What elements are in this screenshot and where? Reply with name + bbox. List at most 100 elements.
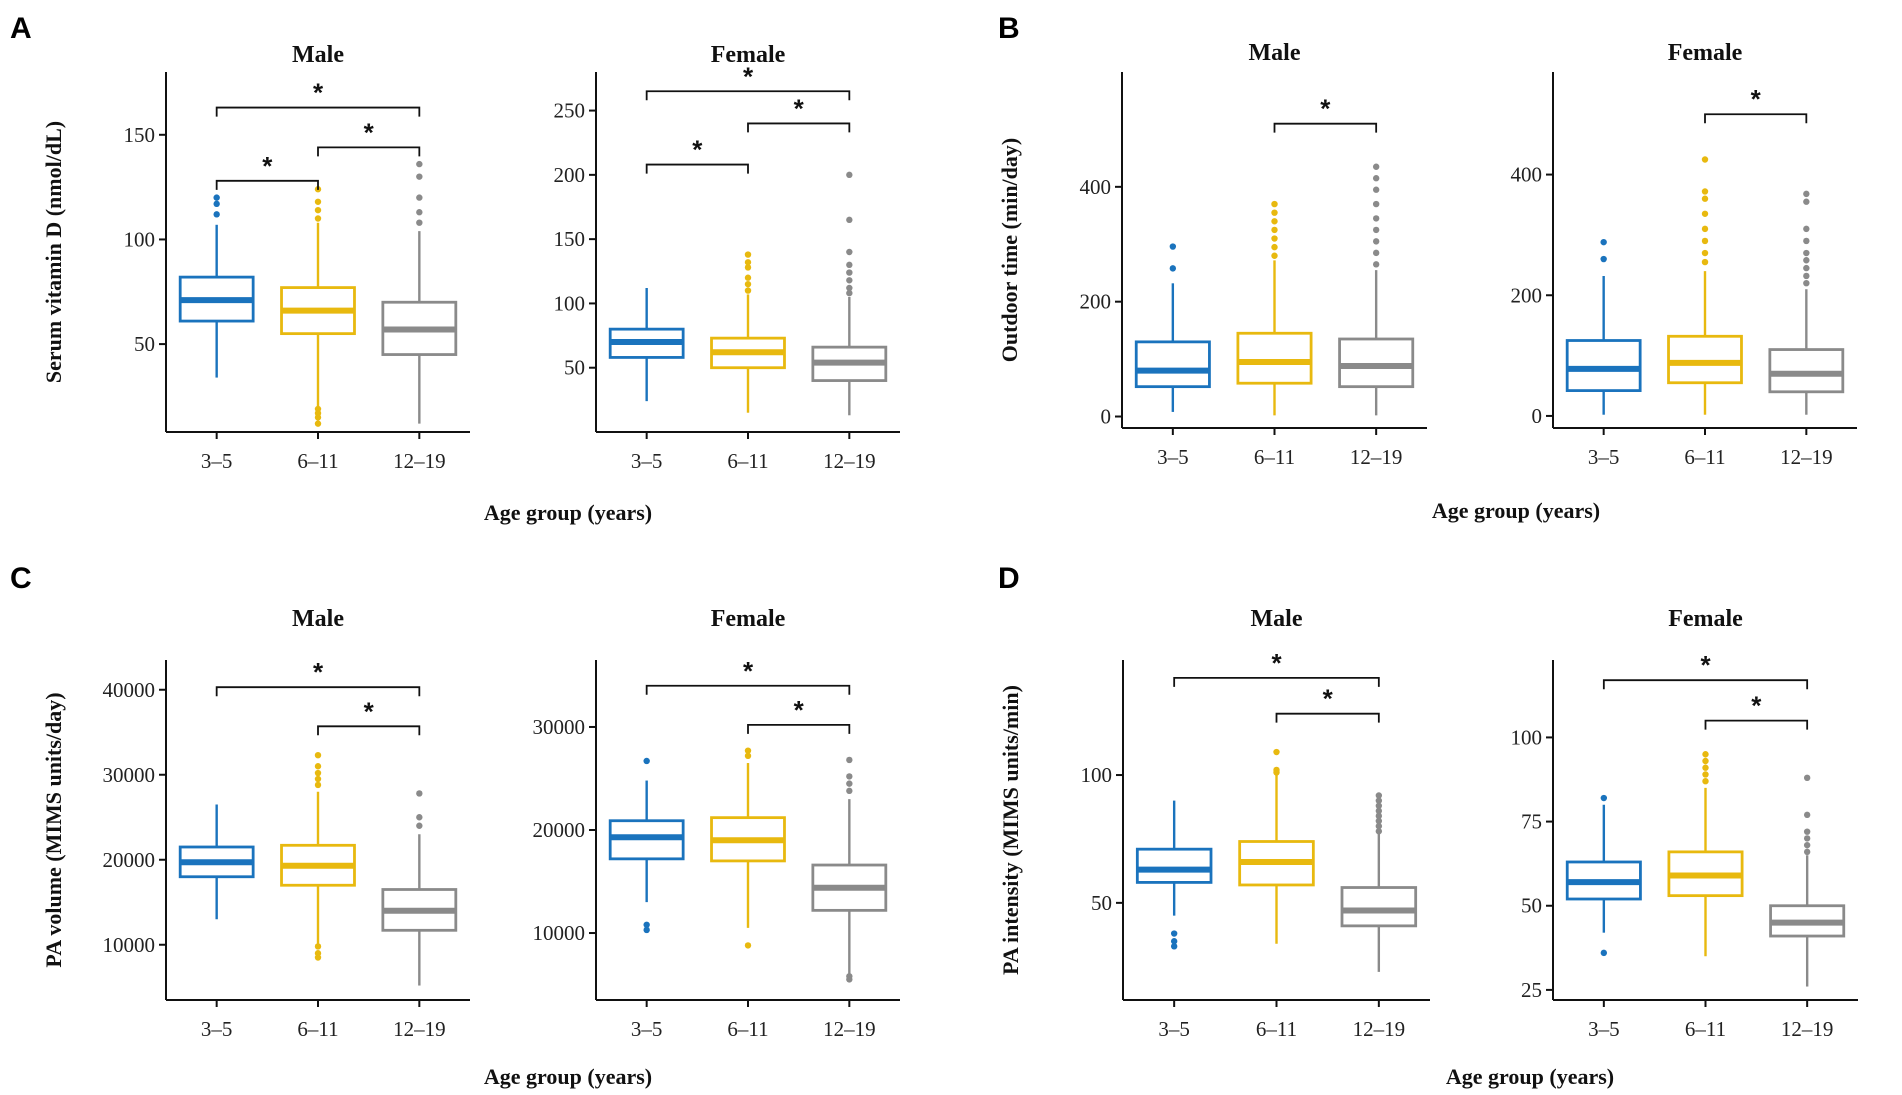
box-iqr (1768, 348, 1845, 394)
outlier-point (314, 752, 322, 759)
outlier-point (1803, 237, 1810, 245)
significance-bracket: * (215, 151, 319, 190)
significance-star: * (1751, 84, 1762, 114)
y-tick-label: 50 (1521, 894, 1542, 918)
significance-star: * (743, 61, 754, 91)
significance-star: * (262, 151, 273, 181)
significance-star: * (1320, 94, 1331, 124)
outlier-point (643, 921, 650, 928)
bracket-line (1704, 113, 1808, 124)
x-tick-label: 12–19 (823, 449, 876, 473)
outlier-point (1701, 249, 1709, 257)
box-6–11 (1667, 156, 1743, 415)
x-tick-label: 12–19 (823, 1017, 876, 1041)
outlier-point (1701, 210, 1709, 217)
outlier-point (1600, 949, 1608, 957)
outlier-point (314, 420, 322, 427)
outlier-point (846, 289, 853, 297)
box-3–5 (608, 757, 685, 934)
y-tick-label: 50 (134, 332, 155, 356)
x-tick-label: 3–5 (631, 1017, 663, 1041)
box-iqr (1135, 847, 1213, 884)
bracket-line (317, 725, 421, 736)
x-tick-label: 3–5 (631, 449, 663, 473)
box-6–11 (280, 186, 356, 427)
box-iqr (1565, 339, 1642, 392)
x-tick-label: 6–11 (297, 1017, 338, 1041)
significance-bracket: * (317, 117, 421, 157)
outlier-point (314, 775, 322, 783)
significance-bracket: * (747, 93, 851, 133)
outlier-point (1803, 249, 1810, 257)
box-6–11 (710, 251, 786, 413)
outlier-point (1375, 797, 1383, 804)
y-tick-label: 0 (1101, 405, 1112, 429)
outlier-point (846, 780, 853, 787)
box-3–5 (178, 804, 255, 920)
outlier-point (314, 950, 322, 957)
bracket-line (645, 90, 851, 101)
subplot-title: Male (292, 42, 344, 68)
outlier-point (1372, 226, 1380, 234)
box-6–11 (710, 747, 786, 949)
x-tick-label: 3–5 (201, 1017, 233, 1041)
panel-letter-c: C (10, 562, 32, 595)
outlier-point (213, 200, 220, 208)
box-3–5 (178, 194, 255, 378)
outlier-point (1372, 215, 1380, 222)
y-tick-label: 400 (1511, 163, 1543, 187)
y-tick-label: 200 (554, 163, 586, 187)
box-3–5 (1565, 794, 1642, 957)
outlier-point (1372, 186, 1380, 193)
significance-star: * (1700, 650, 1711, 680)
y-tick-label: 10000 (103, 933, 156, 957)
outlier-point (314, 769, 322, 777)
outlier-point (643, 926, 650, 934)
y-tick-label: 75 (1521, 810, 1542, 834)
bracket-line (1173, 676, 1380, 687)
outlier-point (416, 194, 423, 201)
subplot-title: Female (1668, 40, 1743, 66)
outlier-point (314, 943, 322, 950)
box-3–5 (1135, 800, 1213, 950)
significance-bracket: * (1704, 691, 1809, 730)
x-tick-label: 12–19 (1781, 1017, 1834, 1041)
outlier-point (1600, 794, 1608, 802)
subplot-title: Male (1249, 40, 1301, 66)
subplot-b-female: Female 0 200 400 3–5 6–11 12–19 * (1511, 40, 1857, 469)
outlier-point (1375, 807, 1383, 815)
x-tick-label: 6–11 (1256, 1017, 1297, 1041)
outlier-point (1169, 243, 1177, 250)
outlier-point (1375, 792, 1383, 799)
x-tick-label: 12–19 (1780, 445, 1833, 469)
box-iqr (1236, 331, 1313, 385)
x-axis-label-c: Age group (years) (484, 1064, 652, 1089)
significance-star: * (692, 135, 703, 165)
outlier-point (744, 287, 752, 294)
outlier-point (1375, 817, 1383, 825)
significance-bracket: * (215, 78, 421, 117)
y-tick-label: 20000 (533, 818, 586, 842)
bracket-line (1273, 122, 1378, 133)
significance-star: * (1751, 691, 1762, 721)
y-tick-label: 0 (1532, 404, 1543, 428)
x-axis-label-b: Age group (years) (1432, 498, 1600, 523)
y-tick-label: 30000 (103, 763, 156, 787)
outlier-point (1803, 264, 1810, 272)
y-tick-label: 150 (554, 227, 586, 251)
box-12–19 (1338, 163, 1415, 416)
outlier-point (1271, 235, 1278, 242)
outlier-point (744, 280, 752, 288)
bracket-line (747, 122, 851, 133)
y-tick-label: 40000 (103, 678, 156, 702)
box-3–5 (608, 288, 685, 402)
bracket-line (645, 163, 749, 174)
outlier-point (1701, 258, 1709, 266)
outlier-point (314, 206, 322, 214)
outlier-point (416, 822, 423, 829)
y-tick-label: 200 (1511, 283, 1543, 307)
box-iqr (1340, 886, 1418, 928)
outlier-point (1271, 243, 1278, 251)
subplot-d-female: Female 25 50 75 100 3–5 6–11 12–19 * * (1511, 606, 1858, 1041)
